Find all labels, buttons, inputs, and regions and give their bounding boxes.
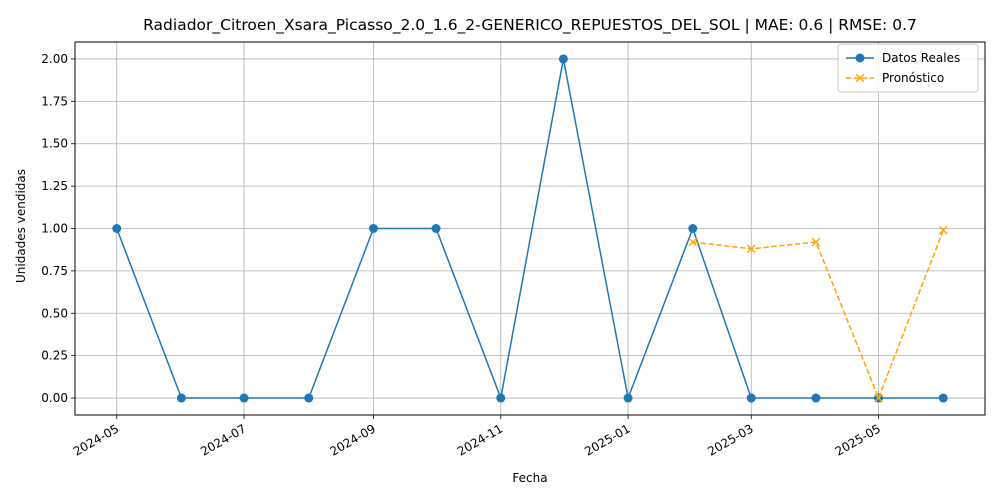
data-point [938,225,948,235]
y-tick-label: 1.25 [41,179,68,193]
data-point [239,393,249,403]
data-point [746,393,756,403]
y-tick-label: 1.50 [41,137,68,151]
legend-marker [855,73,865,83]
x-tick-label: 2024-09 [328,421,378,458]
y-axis: 0.00 0.25 0.50 0.75 1.00 1.25 1.50 1.75 2.00 [41,52,75,405]
y-tick-label: 1.00 [41,222,68,236]
grid [75,42,985,415]
data-point [811,237,821,247]
x-tick-label: 2024-07 [198,421,248,458]
x-tick-label: 2024-11 [455,421,505,458]
series-line [116,58,944,401]
legend-box [837,43,979,93]
legend-label: Pronóstico [882,71,944,85]
y-tick-label: 0.25 [41,349,68,363]
y-tick-label: 1.75 [41,94,68,108]
data-point [623,393,633,403]
data-point [496,393,506,403]
y-tick-label: 0.00 [41,391,68,405]
x-tick-label: 2024-05 [71,421,121,458]
x-tick-label: 2025-01 [582,421,632,458]
y-tick-label: 0.75 [41,264,68,278]
series-pronostico [688,225,948,403]
data-point [304,393,314,403]
legend-label: Datos Reales [882,51,960,65]
series-layer [112,54,948,403]
y-axis-title: Unidades vendidas [14,169,28,283]
data-point [688,237,698,247]
data-point [368,224,378,233]
data-point [176,393,186,403]
x-tick-label: 2025-05 [833,421,883,458]
data-point [938,393,948,403]
y-tick-label: 2.00 [41,52,68,66]
data-point [558,54,568,64]
data-point [811,393,821,403]
x-axis-title: Fecha [512,471,547,485]
data-point [746,244,756,254]
chart-title: Radiador_Citroen_Xsara_Picasso_2.0_1.6_2… [143,16,917,35]
x-axis: 2024-05 2024-07 2024-09 2024-11 2025-01 2025-… [71,415,883,459]
data-point [874,393,883,403]
data-point [431,224,441,233]
series-line [692,229,944,401]
legend: Datos Reales Pronóstico [837,43,979,93]
data-point [112,224,122,233]
y-tick-label: 0.50 [41,306,68,320]
x-tick-label: 2025-03 [705,421,755,458]
legend-marker [855,53,865,63]
data-point [688,224,698,233]
